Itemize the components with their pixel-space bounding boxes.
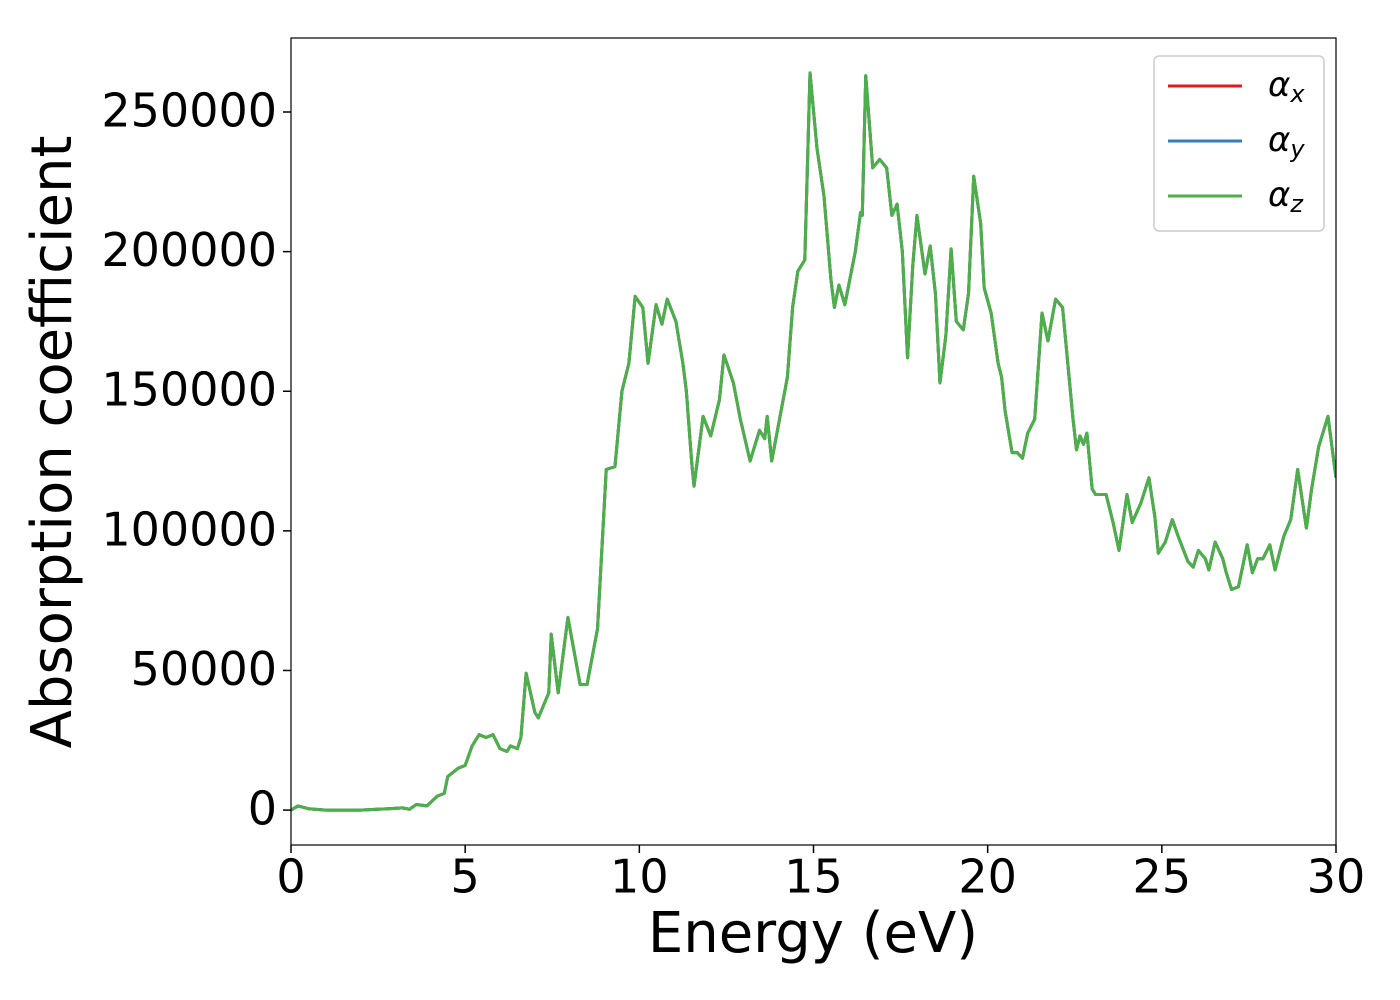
- x-tick-label: 0: [276, 850, 305, 904]
- y-tick-label: 200000: [101, 223, 277, 277]
- y-tick-label: 50000: [131, 642, 277, 696]
- y-tick-label: 100000: [101, 502, 277, 556]
- x-tick-label: 10: [610, 850, 669, 904]
- x-tick-label: 5: [451, 850, 480, 904]
- x-tick-label: 20: [958, 850, 1017, 904]
- x-tick-label: 15: [784, 850, 843, 904]
- y-axis-label: Absorption coefficient: [20, 136, 85, 749]
- x-tick-label: 25: [1133, 850, 1192, 904]
- legend-label: αx: [1268, 65, 1305, 109]
- plot-frame: [290, 37, 1337, 846]
- legend-label: αy: [1268, 120, 1305, 164]
- y-tick-label: 150000: [101, 363, 277, 417]
- legend-box: [1153, 55, 1325, 232]
- x-tick-label: 30: [1307, 850, 1366, 904]
- x-axis-label: Energy (eV): [648, 901, 978, 966]
- y-tick-label: 250000: [101, 83, 277, 137]
- y-tick-label: 0: [248, 782, 277, 836]
- series-line: [291, 71, 1336, 812]
- legend-label: αz: [1268, 175, 1304, 219]
